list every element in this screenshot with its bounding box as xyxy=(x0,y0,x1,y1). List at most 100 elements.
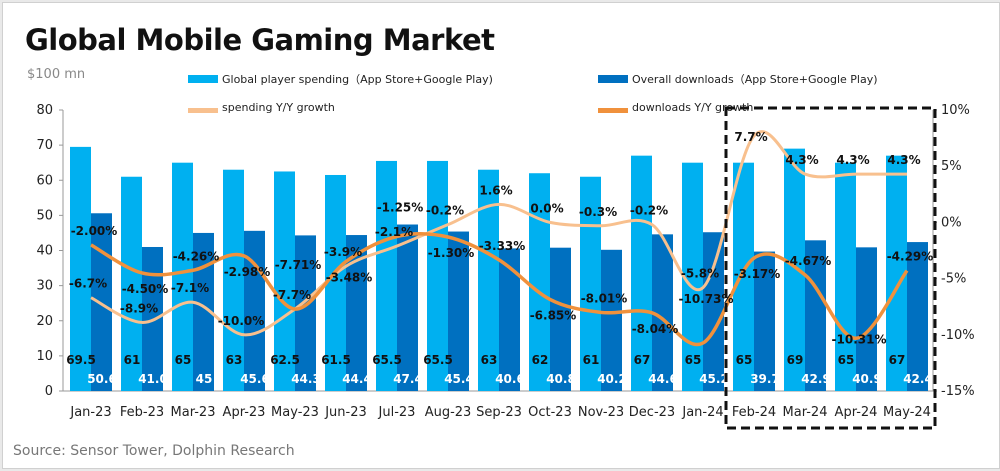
spending-bar-label: 61 xyxy=(124,353,141,367)
x-tick-label: Apr-24 xyxy=(835,405,878,420)
x-tick-label: Oct-23 xyxy=(528,405,572,420)
legend-label: Global player spending（App Store+Google … xyxy=(222,73,493,86)
x-tick-label: Mar-23 xyxy=(171,405,216,420)
spending-yoy-label: 4.3% xyxy=(887,153,920,167)
spending-bar-label: 69.5 xyxy=(66,353,96,367)
spending-bar-label: 65 xyxy=(685,353,702,367)
spending-bar xyxy=(886,155,907,391)
x-tick-label: Jun-23 xyxy=(324,405,367,420)
spending-bar xyxy=(529,173,550,391)
spending-bar xyxy=(223,169,244,391)
downloads-yoy-label: -4.67% xyxy=(785,254,832,268)
downloads-bar-label: 44.6 xyxy=(648,372,678,386)
spending-yoy-label: -0.2% xyxy=(630,204,668,218)
downloads-bar-label: 44.3 xyxy=(291,372,321,386)
spending-yoy-label: -6.7% xyxy=(69,277,107,291)
downloads-bar xyxy=(346,235,367,391)
downloads-bar-label: 45.6 xyxy=(240,372,270,386)
downloads-bar xyxy=(397,224,418,391)
downloads-bar-label: 45.2 xyxy=(699,372,729,386)
downloads-bar xyxy=(91,213,112,391)
x-tick-label: Feb-23 xyxy=(120,405,164,420)
right-tick-label: 5% xyxy=(941,159,962,174)
spending-bar-label: 65 xyxy=(736,353,753,367)
downloads-bar-label: 39.7 xyxy=(750,372,780,386)
spending-yoy-label: -2.1% xyxy=(375,225,413,239)
spending-yoy-label: 4.3% xyxy=(836,153,869,167)
x-tick-label: Dec-23 xyxy=(629,405,675,420)
spending-bar-label: 63 xyxy=(481,353,498,367)
spending-bar-label: 65 xyxy=(838,353,855,367)
downloads-bar xyxy=(295,235,316,391)
downloads-bar xyxy=(499,248,520,391)
downloads-yoy-label: -1.30% xyxy=(428,246,475,260)
downloads-bar xyxy=(703,232,724,391)
downloads-bar xyxy=(193,232,214,391)
downloads-yoy-label: -3.48% xyxy=(326,271,373,285)
spending-bar xyxy=(325,174,346,391)
downloads-bar xyxy=(754,251,775,391)
downloads-bar xyxy=(601,249,622,391)
spending-bar-label: 62 xyxy=(532,353,549,367)
downloads-bar-label: 40.6 xyxy=(495,372,525,386)
downloads-bar xyxy=(550,247,571,391)
downloads-bar xyxy=(244,230,265,391)
x-tick-label: Jul-23 xyxy=(378,405,416,420)
left-tick-label: 0 xyxy=(45,384,53,399)
downloads-yoy-label: -4.50% xyxy=(122,282,169,296)
spending-bar xyxy=(682,162,703,391)
x-tick-label: May-24 xyxy=(883,405,931,420)
spending-bar-label: 61.5 xyxy=(321,353,351,367)
left-tick-label: 50 xyxy=(36,208,53,223)
x-tick-label: Jan-23 xyxy=(69,405,111,420)
downloads-yoy-label: -4.29% xyxy=(887,250,934,264)
spending-yoy-label: 4.3% xyxy=(785,153,818,167)
downloads-yoy-label: -4.26% xyxy=(173,249,220,263)
spending-bar xyxy=(70,146,91,391)
downloads-bar xyxy=(856,247,877,391)
downloads-yoy-label: -2.00% xyxy=(71,224,118,238)
spending-bar-label: 61 xyxy=(583,353,600,367)
spending-yoy-label: -0.3% xyxy=(579,205,617,219)
downloads-yoy-label: -1.25% xyxy=(377,200,424,214)
spending-bar-label: 63 xyxy=(226,353,243,367)
x-tick-label: Jan-24 xyxy=(681,405,723,420)
x-tick-label: Nov-23 xyxy=(578,405,624,420)
downloads-bar-label: 40.2 xyxy=(597,372,627,386)
spending-yoy-label: 1.6% xyxy=(479,183,512,197)
downloads-bar-label: 50.6 xyxy=(87,372,117,386)
downloads-yoy-label: -3.33% xyxy=(479,239,526,253)
legend-swatch xyxy=(188,75,218,83)
x-tick-label: May-23 xyxy=(271,405,319,420)
legend-swatch xyxy=(598,75,628,83)
chart-title: Global Mobile Gaming Market xyxy=(25,23,495,57)
right-tick-label: -10% xyxy=(941,328,975,343)
downloads-bar-label: 40.9 xyxy=(852,372,882,386)
downloads-bar xyxy=(448,231,469,391)
right-tick-label: 10% xyxy=(941,103,970,118)
spending-bar-label: 65.5 xyxy=(423,353,453,367)
legend-swatch xyxy=(188,108,218,113)
downloads-yoy-label: -10.31% xyxy=(832,332,887,346)
left-tick-label: 40 xyxy=(36,244,53,259)
right-tick-label: 0% xyxy=(941,215,962,230)
spending-yoy-label: -0.2% xyxy=(426,204,464,218)
spending-bar xyxy=(835,162,856,391)
unit-label: $100 mn xyxy=(27,67,86,82)
spending-yoy-line xyxy=(90,130,907,337)
highlight-box xyxy=(724,106,937,430)
x-tick-label: Apr-23 xyxy=(223,405,266,420)
spending-bar xyxy=(478,169,499,391)
downloads-yoy-label: -2.98% xyxy=(224,265,271,279)
downloads-yoy-label: -6.85% xyxy=(530,308,577,322)
spending-bar xyxy=(784,148,805,391)
downloads-bar-label: 42.9 xyxy=(801,372,831,386)
spending-yoy-label: -3.9% xyxy=(324,245,362,259)
left-tick-label: 10 xyxy=(36,349,53,364)
downloads-bar-label: 44.4 xyxy=(342,372,372,386)
spending-bar xyxy=(733,162,754,391)
downloads-yoy-label: -8.01% xyxy=(581,291,628,305)
spending-bar xyxy=(274,171,295,391)
downloads-bar-label: 47.4 xyxy=(393,372,423,386)
